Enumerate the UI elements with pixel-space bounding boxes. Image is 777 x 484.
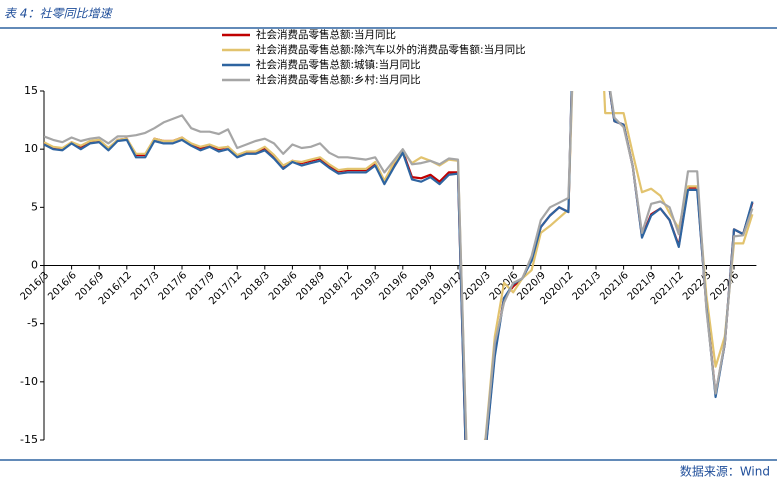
- header-title: 表 4：社零同比增速: [4, 7, 113, 21]
- footer-source: 数据来源：Wind: [680, 464, 770, 479]
- series-line: [44, 91, 754, 440]
- x-tick-label: 2019/3: [350, 270, 383, 303]
- legend-label: 社会消费品零售总额:当月同比: [256, 28, 396, 41]
- y-tick-label: -15: [20, 433, 38, 446]
- x-tick-label: 2020/3: [460, 270, 493, 303]
- plot-lines: [44, 91, 754, 440]
- x-tick-label: 2021/3: [571, 270, 604, 303]
- x-tick-label: 2016/6: [46, 270, 79, 303]
- y-tick-label: 0: [31, 259, 38, 272]
- series-line: [44, 91, 754, 440]
- series-line: [44, 91, 754, 440]
- x-tick-label: 2017/6: [157, 270, 190, 303]
- x-tick-label: 2016/3: [19, 270, 52, 303]
- x-tick-label: 2018/3: [239, 270, 272, 303]
- x-tick-label: 2022/3: [681, 270, 714, 303]
- x-tick-label: 2018/6: [267, 270, 300, 303]
- x-tick-label: 2021/6: [598, 270, 631, 303]
- x-tick-label: 2017/3: [129, 270, 162, 303]
- y-tick-label: 5: [31, 200, 38, 213]
- legend-label: 社会消费品零售总额:城镇:当月同比: [256, 58, 421, 71]
- y-tick-label: 10: [24, 142, 38, 155]
- legend-label: 社会消费品零售总额:乡村:当月同比: [256, 73, 421, 86]
- series-line: [44, 91, 754, 440]
- y-tick-label: -10: [20, 375, 38, 388]
- x-tick-label: 2022/6: [709, 270, 742, 303]
- y-tick-label: 15: [24, 84, 38, 97]
- x-tick-label: 2019/6: [377, 270, 410, 303]
- y-tick-label: -5: [27, 317, 38, 330]
- legend-label: 社会消费品零售总额:除汽车以外的消费品零售额:当月同比: [256, 43, 526, 56]
